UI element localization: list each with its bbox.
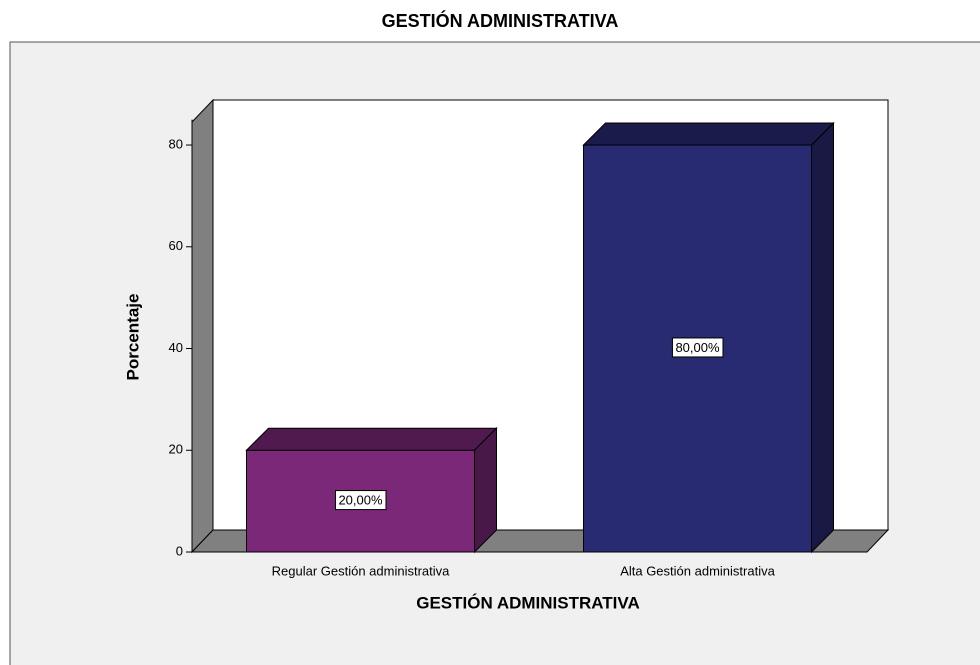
y-tick-label: 80 <box>169 136 183 151</box>
value-label-box <box>671 337 724 358</box>
y-tick-label: 0 <box>176 543 183 558</box>
bar-top <box>582 122 835 146</box>
x-tick-label: Regular Gestión administrativa <box>272 563 451 578</box>
y-tick-label: 40 <box>169 340 183 355</box>
value-label-box <box>334 490 387 511</box>
y-tick-label: 20 <box>169 442 183 457</box>
bar-top <box>245 427 498 451</box>
x-axis-title: GESTIÓN ADMINISTRATIVA <box>416 593 640 612</box>
side-wall <box>191 98 214 554</box>
y-axis-title: Porcentaje <box>123 294 142 381</box>
chart-title: GESTIÓN ADMINISTRATIVA <box>382 10 619 31</box>
y-tick-label: 60 <box>169 238 183 253</box>
bar-side <box>474 427 497 554</box>
value-label: 20,00% <box>338 493 383 508</box>
value-label: 80,00% <box>675 340 720 355</box>
bar-side <box>811 121 834 554</box>
x-tick-label: Alta Gestión administrativa <box>620 563 775 578</box>
